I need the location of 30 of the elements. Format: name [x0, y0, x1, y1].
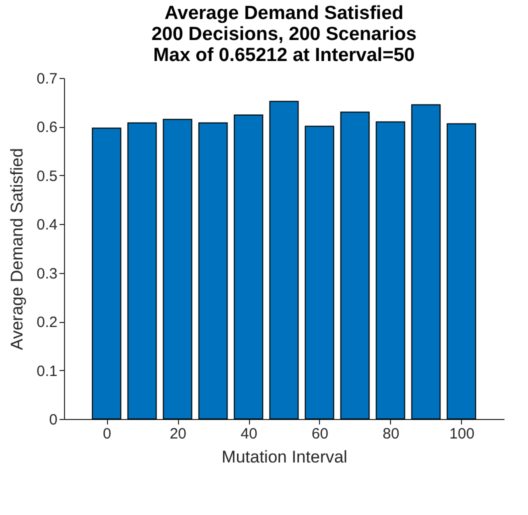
bar — [446, 123, 476, 420]
x-tick-label: 60 — [312, 426, 328, 442]
text: Average Demand Satisfied — [164, 3, 404, 24]
x-tick-label: 80 — [382, 426, 400, 442]
x-tick-label: 40 — [240, 426, 258, 442]
bar — [269, 100, 299, 420]
x-tick-label: 0 — [102, 426, 112, 442]
bar — [411, 104, 441, 420]
y-tick-label: 0.7 — [36, 70, 58, 88]
x-tick-label: 100 — [449, 426, 474, 442]
bar — [162, 118, 192, 420]
x-tick-label: 20 — [170, 426, 186, 442]
bar — [234, 114, 264, 420]
bar — [127, 122, 157, 420]
y-tick-label: 0.4 — [36, 216, 58, 234]
bar — [376, 121, 406, 420]
bar — [198, 122, 228, 420]
y-tick-label: 0 — [49, 412, 58, 428]
y-tick-label: 0.3 — [36, 265, 58, 282]
text: Max of 0.65212 at Interval=50 — [153, 45, 415, 66]
y-axis-title: Average Demand Satisfied — [8, 148, 27, 350]
y-tick-label: 0.5 — [36, 168, 58, 185]
x-axis-title: Mutation Interval — [222, 448, 348, 466]
y-tick-label: 0.1 — [36, 362, 58, 380]
bar — [92, 128, 122, 420]
bar — [304, 126, 334, 420]
y-tick-label: 0.2 — [36, 314, 58, 332]
bar — [340, 112, 370, 420]
text: 200 Decisions, 200 Scenarios — [151, 24, 417, 45]
y-tick-label: 0.6 — [36, 119, 58, 136]
